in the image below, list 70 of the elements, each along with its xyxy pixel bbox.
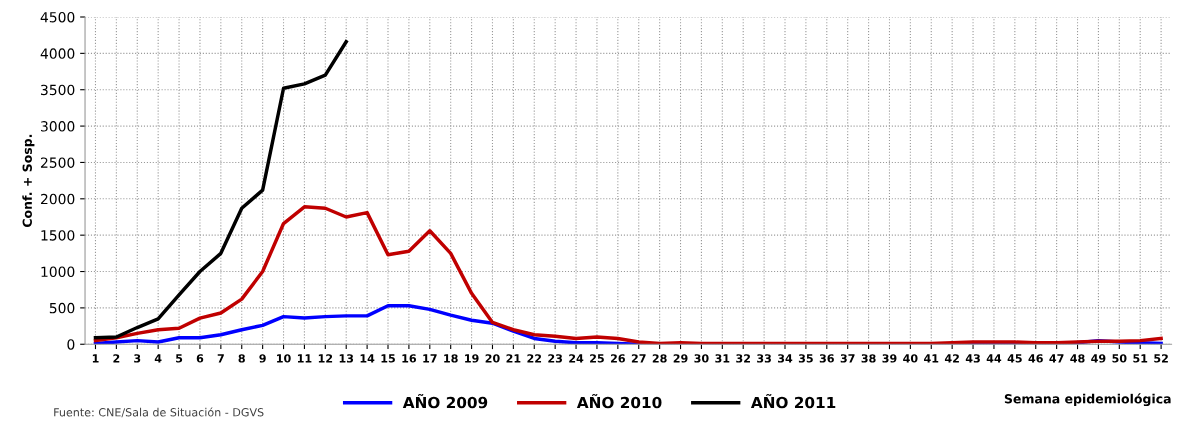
x-tick-label: 48 xyxy=(1070,354,1085,363)
y-tick-label: 2000 xyxy=(40,193,75,205)
x-tick-label: 1 xyxy=(92,354,99,363)
y-tick-label: 4000 xyxy=(40,48,75,59)
x-tick-label: 38 xyxy=(861,354,876,363)
x-tick-label: 3 xyxy=(134,354,141,363)
x-tick-label: 37 xyxy=(840,354,855,363)
x-tick-label: 14 xyxy=(360,354,375,363)
y-tick-label: 0 xyxy=(67,339,75,350)
x-tick-label: 16 xyxy=(402,354,417,363)
x-tick-label: 41 xyxy=(924,354,939,363)
x-tick-label: 9 xyxy=(259,354,266,363)
x-tick-label: 25 xyxy=(590,354,604,363)
x-tick-label: 51 xyxy=(1133,354,1148,363)
x-tick-label: 44 xyxy=(986,354,1002,363)
x-tick-label: 28 xyxy=(652,354,667,363)
x-tick-label: 11 xyxy=(297,354,312,363)
x-tick-label: 43 xyxy=(965,354,980,363)
x-tick-label: 21 xyxy=(506,354,521,363)
x-tick-label: 40 xyxy=(903,354,918,363)
x-tick-label: 6 xyxy=(196,354,204,363)
x-tick-label: 31 xyxy=(715,354,730,363)
y-tick-label: 1500 xyxy=(41,230,75,241)
x-tick-label: 5 xyxy=(176,354,183,363)
legend-label: AÑO 2010 xyxy=(576,393,662,409)
y-tick-label: 3000 xyxy=(41,121,75,132)
line-series xyxy=(93,39,348,340)
x-tick-label: 22 xyxy=(527,354,542,363)
x-tick-label: 50 xyxy=(1112,354,1127,363)
x-tick-label: 15 xyxy=(381,354,395,363)
x-tick-label: 20 xyxy=(485,354,500,363)
x-tick-label: 39 xyxy=(882,354,897,363)
y-axis-title: Conf. + Sosp. xyxy=(22,134,35,228)
x-tick-label: 36 xyxy=(819,354,834,363)
x-tick-label: 45 xyxy=(1007,354,1022,363)
x-tick-label: 52 xyxy=(1154,354,1168,363)
x-tick-label: 19 xyxy=(465,354,479,363)
x-tick-label: 8 xyxy=(238,354,245,363)
x-tick-label: 18 xyxy=(444,354,458,363)
x-tick-label: 35 xyxy=(798,354,813,363)
x-tick-label: 34 xyxy=(778,354,793,363)
x-tick-label: 30 xyxy=(694,354,709,363)
y-tick-label: 2500 xyxy=(40,157,75,168)
x-tick-label: 29 xyxy=(673,354,688,363)
x-tick-label: 32 xyxy=(736,354,750,363)
x-tick-label: 13 xyxy=(339,354,354,363)
line-series xyxy=(93,205,1163,345)
x-tick-label: 17 xyxy=(423,354,437,363)
x-tick-label: 33 xyxy=(757,354,771,363)
x-tick-label: 12 xyxy=(318,354,333,363)
legend-label: AÑO 2009 xyxy=(402,393,488,409)
x-tick-label: 4 xyxy=(154,354,162,363)
x-tick-label: 7 xyxy=(217,354,224,363)
x-tick-label: 46 xyxy=(1028,354,1043,363)
y-tick-label: 1000 xyxy=(41,266,75,277)
x-tick-label: 24 xyxy=(569,354,584,363)
y-tick-label: 4500 xyxy=(40,11,75,23)
y-tick-label: 500 xyxy=(49,302,75,314)
x-tick-label: 27 xyxy=(631,354,646,363)
x-tick-label: 47 xyxy=(1049,354,1064,363)
x-tick-label: 42 xyxy=(944,354,959,363)
x-tick-label: 23 xyxy=(548,354,563,363)
legend-label: AÑO 2011 xyxy=(750,393,836,409)
y-tick-label: 3500 xyxy=(41,84,75,96)
x-tick-label: 2 xyxy=(113,354,120,363)
x-tick-label: 10 xyxy=(277,354,291,363)
x-tick-label: 49 xyxy=(1091,354,1106,363)
source-note: Fuente: CNE/Sala de Situación - DGVS xyxy=(54,407,264,418)
x-axis-title: Semana epidemiológica xyxy=(1004,393,1171,407)
x-tick-label: 26 xyxy=(610,354,625,363)
